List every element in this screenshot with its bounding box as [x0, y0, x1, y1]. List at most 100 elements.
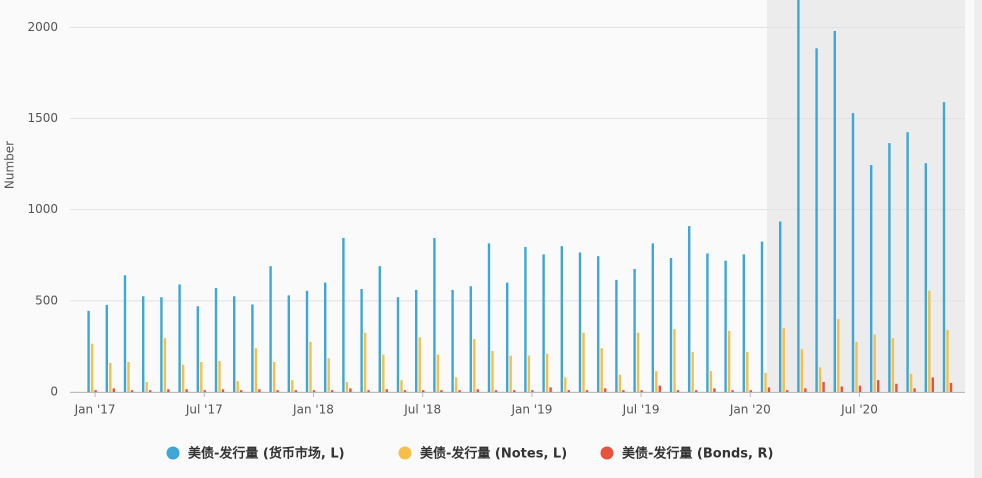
bar	[94, 390, 97, 392]
bar	[160, 297, 163, 392]
y-tick-label: 2000	[27, 20, 58, 34]
bar	[196, 306, 199, 392]
bar	[363, 332, 367, 392]
bar	[749, 390, 752, 392]
bar	[851, 113, 855, 392]
bar	[400, 380, 403, 392]
bar	[567, 390, 570, 392]
legend-marker	[398, 446, 412, 460]
bar	[221, 389, 225, 392]
x-tick-label: Jan '17	[74, 403, 116, 417]
x-tick-label: Jul '18	[403, 403, 441, 417]
bar	[342, 237, 345, 392]
x-tick-label: Jul '19	[622, 403, 660, 417]
bar	[112, 388, 115, 392]
bar	[509, 355, 512, 392]
bar	[822, 381, 825, 392]
bar	[272, 361, 276, 392]
bar	[633, 268, 636, 392]
bar	[622, 390, 625, 392]
bar	[909, 373, 913, 392]
bar	[691, 351, 694, 392]
bar	[837, 319, 840, 392]
bar	[727, 330, 731, 392]
bar	[473, 339, 476, 392]
bar	[200, 361, 203, 392]
y-axis-title: Number	[3, 141, 17, 189]
bar	[888, 143, 891, 392]
legend-label: 美债-发行量 (Notes, L)	[420, 446, 567, 462]
bar	[564, 377, 567, 392]
bar	[214, 288, 218, 392]
bar	[786, 390, 789, 392]
bar	[254, 348, 258, 392]
bar	[946, 330, 949, 392]
bar	[382, 354, 385, 392]
bar	[87, 310, 90, 392]
y-tick-label: 1500	[27, 111, 58, 125]
bar	[469, 286, 472, 392]
bar	[251, 304, 254, 392]
bar	[236, 381, 239, 392]
bar	[269, 266, 272, 392]
bar	[655, 371, 658, 392]
bar	[203, 390, 206, 392]
bar	[145, 381, 148, 392]
legend-label: 美债-发行量 (Bonds, R)	[622, 446, 773, 462]
legend-marker	[166, 446, 180, 460]
bar	[782, 328, 785, 392]
bar	[476, 389, 479, 392]
bar	[542, 254, 545, 392]
highlight-region	[767, 0, 965, 393]
bar	[305, 290, 309, 392]
bar	[130, 390, 134, 392]
bar	[870, 165, 873, 392]
bar	[418, 337, 421, 392]
bar	[924, 163, 927, 392]
legend-label: 美债-发行量 (货币市场, L)	[188, 446, 345, 462]
bar	[815, 48, 818, 392]
bar	[760, 241, 764, 392]
bar	[931, 377, 934, 392]
bar	[549, 387, 552, 392]
bar	[360, 288, 363, 392]
bar	[706, 253, 709, 392]
bar	[688, 226, 691, 392]
bar	[713, 388, 716, 392]
bar	[309, 341, 312, 392]
bar	[578, 252, 582, 392]
bar	[378, 266, 381, 392]
bar	[458, 390, 461, 392]
x-tick-label: Jul '17	[185, 403, 223, 417]
bar	[531, 390, 534, 392]
bar	[779, 221, 782, 392]
bar	[615, 279, 618, 392]
bar	[673, 329, 676, 392]
bar	[906, 132, 909, 393]
scrollbar	[974, 0, 982, 478]
x-tick-label: Jul '20	[840, 403, 878, 417]
bar	[604, 388, 607, 392]
bar	[895, 383, 898, 392]
bar	[669, 257, 673, 392]
bar	[513, 390, 516, 392]
bar	[258, 389, 261, 392]
bar	[928, 290, 931, 392]
bar	[767, 387, 771, 392]
bar	[949, 382, 953, 392]
bar	[331, 390, 334, 392]
legend: 美债-发行量 (货币市场, L) 美债-发行量 (Notes, L) 美债-发行量 …	[166, 446, 773, 462]
bar	[524, 247, 527, 392]
bar	[396, 297, 400, 392]
bar	[855, 341, 858, 392]
bar	[676, 390, 680, 392]
bar	[105, 304, 108, 392]
bar	[545, 353, 549, 392]
bar	[403, 390, 407, 392]
bar	[487, 243, 491, 392]
bar	[858, 385, 862, 392]
bar	[724, 260, 727, 392]
bar	[142, 296, 145, 392]
bar	[640, 390, 643, 392]
